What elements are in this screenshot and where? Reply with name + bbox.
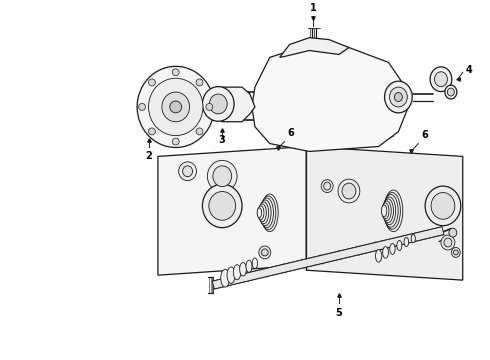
- Ellipse shape: [411, 234, 416, 243]
- Ellipse shape: [449, 228, 457, 237]
- Circle shape: [172, 138, 179, 145]
- Ellipse shape: [385, 81, 412, 113]
- Ellipse shape: [447, 88, 454, 96]
- Text: 5: 5: [336, 308, 343, 318]
- Ellipse shape: [404, 238, 409, 247]
- Polygon shape: [212, 227, 444, 289]
- Circle shape: [196, 79, 203, 86]
- Polygon shape: [210, 87, 255, 122]
- Ellipse shape: [261, 249, 268, 256]
- Ellipse shape: [227, 267, 235, 283]
- Text: 2: 2: [146, 152, 152, 161]
- Ellipse shape: [252, 258, 258, 269]
- Text: 1: 1: [310, 3, 317, 13]
- Ellipse shape: [261, 196, 276, 230]
- Ellipse shape: [375, 249, 382, 262]
- Ellipse shape: [207, 160, 237, 192]
- Ellipse shape: [441, 235, 455, 250]
- Ellipse shape: [202, 87, 234, 121]
- Polygon shape: [280, 38, 349, 58]
- Ellipse shape: [324, 182, 331, 190]
- Circle shape: [196, 128, 203, 135]
- Ellipse shape: [435, 72, 447, 87]
- Ellipse shape: [451, 247, 460, 257]
- Ellipse shape: [258, 204, 267, 222]
- Ellipse shape: [390, 87, 407, 107]
- Ellipse shape: [382, 201, 391, 221]
- Text: 4: 4: [466, 65, 472, 75]
- Ellipse shape: [259, 202, 269, 224]
- Ellipse shape: [162, 92, 190, 122]
- Ellipse shape: [390, 244, 395, 255]
- Ellipse shape: [383, 197, 396, 225]
- Circle shape: [206, 103, 213, 111]
- Ellipse shape: [397, 240, 402, 251]
- Ellipse shape: [338, 179, 360, 203]
- Ellipse shape: [431, 193, 455, 219]
- Ellipse shape: [384, 194, 398, 227]
- Ellipse shape: [261, 194, 278, 231]
- Text: 6: 6: [421, 130, 428, 140]
- Ellipse shape: [383, 199, 393, 223]
- Ellipse shape: [444, 238, 452, 247]
- Ellipse shape: [259, 246, 271, 259]
- Circle shape: [148, 79, 155, 86]
- Ellipse shape: [382, 203, 389, 219]
- Polygon shape: [306, 147, 463, 280]
- Ellipse shape: [209, 94, 227, 114]
- Ellipse shape: [342, 183, 356, 199]
- Ellipse shape: [183, 166, 193, 177]
- Polygon shape: [252, 45, 408, 152]
- Ellipse shape: [384, 193, 400, 229]
- Ellipse shape: [179, 162, 196, 181]
- Ellipse shape: [246, 260, 252, 272]
- Ellipse shape: [213, 166, 232, 186]
- Ellipse shape: [394, 93, 402, 102]
- Ellipse shape: [321, 180, 333, 193]
- Ellipse shape: [381, 205, 387, 217]
- Ellipse shape: [260, 200, 271, 226]
- Text: 6: 6: [288, 127, 294, 138]
- Circle shape: [172, 69, 179, 76]
- Polygon shape: [158, 147, 306, 275]
- Ellipse shape: [445, 85, 457, 99]
- Circle shape: [148, 128, 155, 135]
- Ellipse shape: [209, 192, 236, 220]
- Ellipse shape: [383, 247, 389, 258]
- Ellipse shape: [258, 206, 264, 220]
- Ellipse shape: [240, 262, 246, 276]
- Ellipse shape: [233, 265, 241, 280]
- Ellipse shape: [384, 190, 403, 231]
- Circle shape: [139, 103, 146, 111]
- Ellipse shape: [170, 101, 182, 113]
- Ellipse shape: [148, 78, 203, 136]
- Ellipse shape: [137, 66, 214, 148]
- Ellipse shape: [202, 184, 242, 228]
- Ellipse shape: [221, 269, 230, 287]
- Ellipse shape: [260, 198, 273, 228]
- Ellipse shape: [425, 186, 461, 226]
- Ellipse shape: [430, 67, 452, 91]
- Ellipse shape: [257, 208, 262, 218]
- Ellipse shape: [453, 250, 458, 255]
- Text: 3: 3: [219, 135, 225, 145]
